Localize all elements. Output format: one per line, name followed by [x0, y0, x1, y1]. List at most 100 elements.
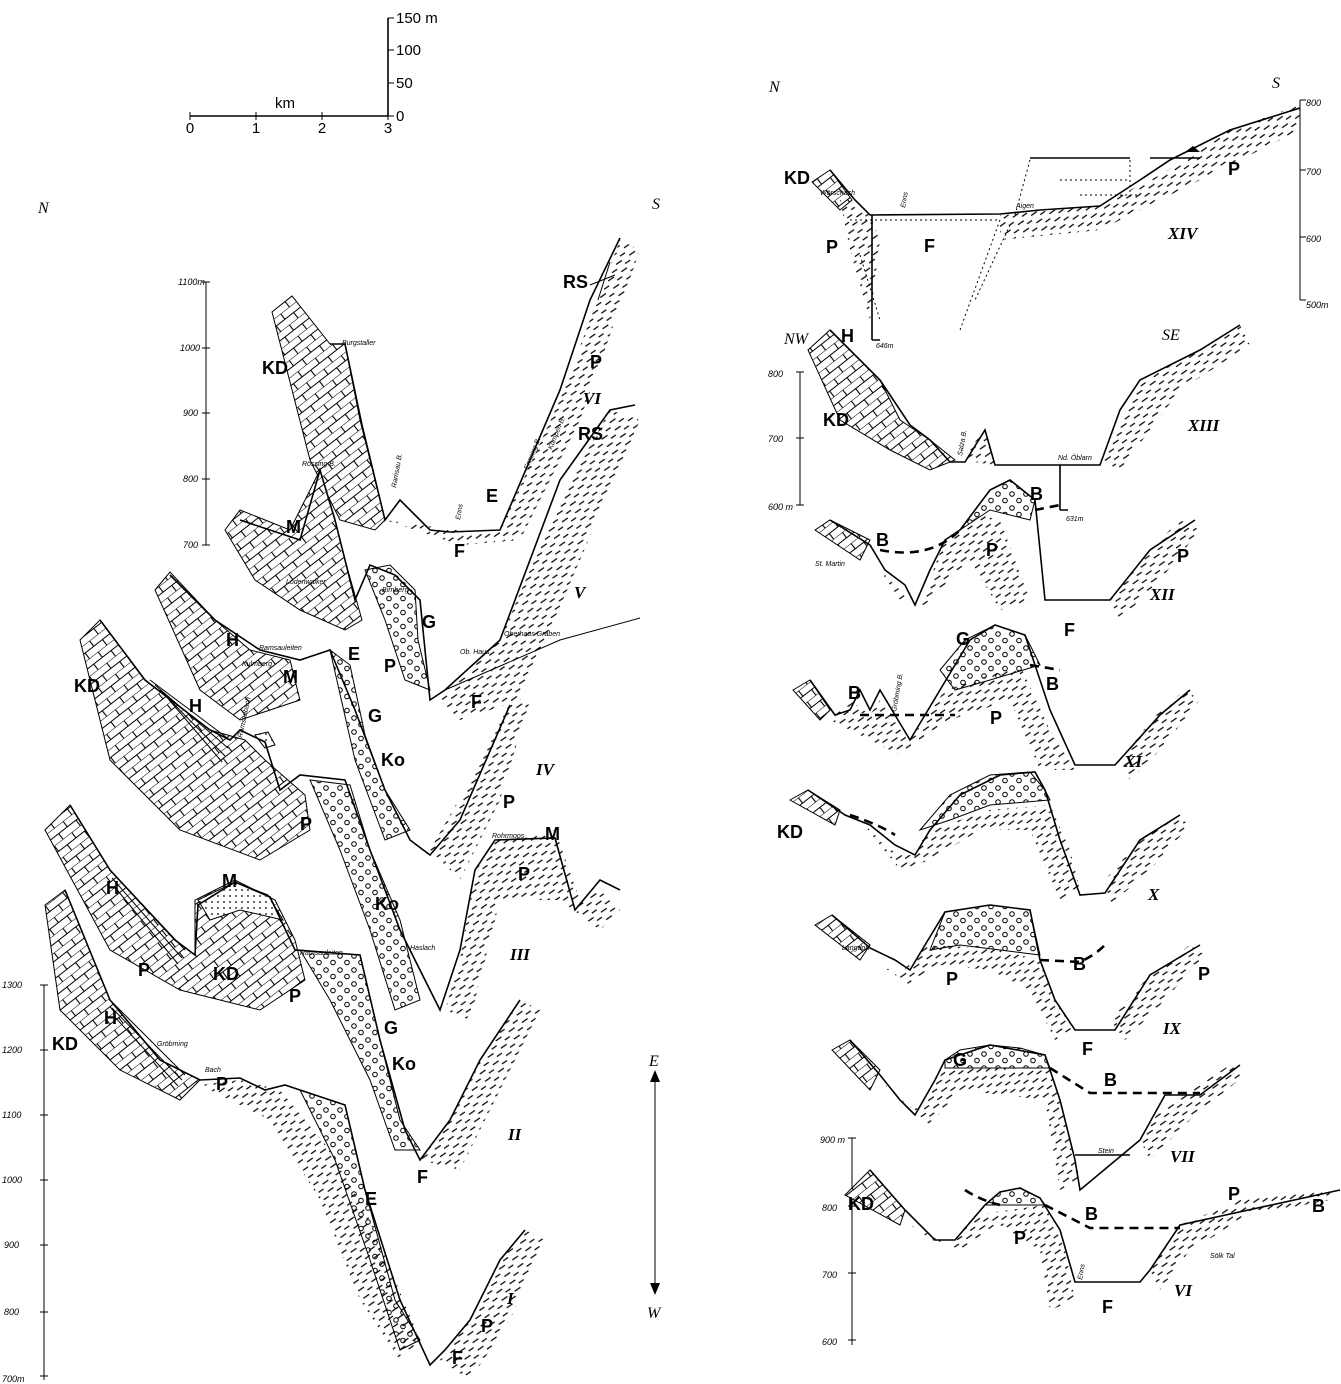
place-name: Lodenwalker: [286, 579, 326, 586]
axis-tick: 700: [822, 1270, 837, 1280]
place-name: 631m: [1066, 516, 1084, 523]
label-Ko: Ko: [375, 894, 399, 914]
place-name: Ramsau B.: [391, 453, 404, 488]
axis-tick: 1300: [2, 980, 22, 990]
place-name: Ob. Haus: [460, 649, 490, 656]
profile-XI: [792, 624, 1200, 780]
label-H: H: [189, 696, 202, 716]
scale-tick-2: 2: [318, 120, 326, 137]
profile-label-XII: XII: [1149, 585, 1176, 604]
axis-tick: 800: [183, 474, 198, 484]
label-P: P: [384, 656, 396, 676]
label-F: F: [452, 1348, 463, 1368]
place-name: Stein: [1098, 1148, 1114, 1155]
label-P: P: [518, 864, 530, 884]
label-P: P: [1228, 159, 1240, 179]
label-P: P: [826, 237, 838, 257]
label-M: M: [283, 667, 298, 687]
label-B: B: [1073, 954, 1086, 974]
southeast-label: SE: [1162, 327, 1180, 344]
place-name: Rössing B.: [302, 461, 336, 468]
label-B: B: [1046, 674, 1059, 694]
place-name: Salza B.: [957, 429, 968, 456]
axis-tick: 800: [1306, 98, 1321, 108]
profile-label-XIII: XIII: [1187, 416, 1221, 435]
label-F: F: [417, 1167, 428, 1187]
axis-tick: 1000: [180, 343, 200, 353]
axis-tick: 700: [183, 540, 198, 550]
profile-VI: [271, 237, 640, 545]
axis-tick: 600: [1306, 234, 1321, 244]
label-KD: KD: [784, 168, 810, 188]
axis-tick: 800: [4, 1307, 19, 1317]
axis-tick: 800: [822, 1203, 837, 1213]
left-panel: N S 1300 1200 1100 1000 900 800 700m 110…: [2, 196, 662, 1384]
label-P: P: [1014, 1228, 1026, 1248]
label-E: E: [486, 486, 498, 506]
label-KD: KD: [52, 1034, 78, 1054]
axis-tick: 900: [183, 408, 198, 418]
profile-label-III: III: [509, 945, 531, 964]
label-F: F: [924, 236, 935, 256]
label-G: G: [953, 1050, 967, 1070]
label-P: P: [1177, 546, 1189, 566]
label-B: B: [1030, 484, 1043, 504]
place-name: Enns: [1077, 1263, 1087, 1280]
profile-label-IV: IV: [535, 760, 556, 779]
axis-tick: 1100: [2, 1110, 21, 1120]
profile-label-II: II: [507, 1125, 523, 1144]
profile-V: [224, 404, 641, 720]
axis-tick: 700: [1306, 167, 1321, 177]
scale-tick-3: 3: [384, 120, 392, 137]
place-name: Nd. Öblarn: [1058, 454, 1092, 462]
axis-tick: 1000: [2, 1175, 22, 1185]
label-KD: KD: [848, 1194, 874, 1214]
place-name: Enns: [900, 191, 910, 208]
profile-XIII: [807, 324, 1250, 511]
bottom-elevation-axis: 900 m 800 700 600: [820, 1135, 856, 1347]
profile-label-VI: VI: [583, 389, 602, 408]
label-P: P: [503, 792, 515, 812]
axis-tick: 700m: [2, 1374, 25, 1384]
label-B: B: [1085, 1204, 1098, 1224]
east-west-arrow: E W: [647, 1053, 662, 1322]
place-name: Kulmberg: [242, 661, 272, 668]
label-F: F: [1082, 1039, 1093, 1059]
label-P: P: [216, 1074, 228, 1094]
profile-XII: [814, 479, 1200, 620]
label-P: P: [1198, 964, 1210, 984]
label-Ko: Ko: [381, 750, 405, 770]
north-label: N: [768, 79, 781, 96]
profile-label-IX: IX: [1162, 1019, 1182, 1038]
axis-tick: 700: [768, 434, 783, 444]
axis-tick: 600: [822, 1337, 837, 1347]
axis-tick: 1100m: [178, 277, 205, 287]
east-label: E: [648, 1053, 659, 1070]
place-name: Langdorf: [842, 945, 871, 952]
label-B: B: [876, 530, 889, 550]
label-KD: KD: [74, 676, 100, 696]
place-name: Rohrmoos: [492, 833, 525, 840]
label-P: P: [481, 1316, 493, 1336]
label-E: E: [348, 644, 360, 664]
profile-label-X: X: [1147, 885, 1160, 904]
label-Ko: Ko: [392, 1054, 416, 1074]
label-KD: KD: [262, 358, 288, 378]
west-label: W: [647, 1305, 662, 1322]
axis-tick: 1200: [2, 1045, 22, 1055]
scale-vtick-150: 150 m: [396, 10, 438, 27]
right-elevation-axis: 800 700 600 500m: [1299, 98, 1329, 310]
label-H: H: [104, 1008, 117, 1028]
profile-X: [788, 771, 1190, 905]
place-name: Sölk Tal: [1210, 1253, 1235, 1260]
scale-tick-0: 0: [186, 120, 194, 137]
profile-label-VII: VII: [1170, 1147, 1196, 1166]
scale-unit: km: [275, 95, 295, 112]
profile-label-XIV: XIV: [1167, 224, 1199, 243]
profile-III: [79, 619, 621, 1020]
place-name: Bach: [205, 1067, 221, 1074]
scale-vtick-0: 0: [396, 108, 404, 125]
label-M: M: [286, 517, 301, 537]
place-name: 646m: [876, 343, 894, 350]
label-G: G: [368, 706, 382, 726]
